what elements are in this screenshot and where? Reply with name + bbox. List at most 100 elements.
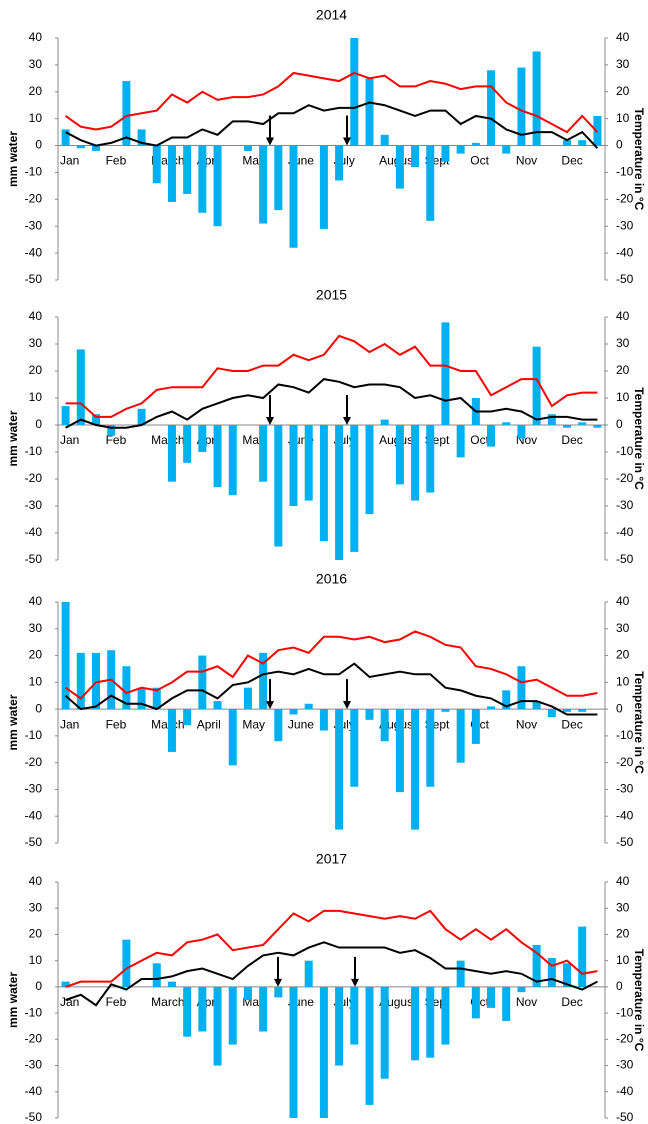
- x-tick-label: Dec: [561, 995, 582, 1009]
- y2-tick-label: 0: [616, 417, 623, 431]
- bar: [471, 709, 480, 744]
- y-tick-label: -10: [25, 728, 43, 742]
- bar: [532, 701, 541, 710]
- bar: [441, 986, 450, 1045]
- bar: [547, 709, 556, 718]
- bar: [243, 145, 252, 151]
- bar: [259, 986, 268, 1032]
- bar: [274, 425, 283, 547]
- y2-tick-label: 10: [616, 953, 630, 967]
- bar: [183, 986, 192, 1037]
- chart-title: 2017: [316, 851, 347, 867]
- bar: [517, 67, 526, 146]
- bar: [532, 346, 541, 425]
- bar: [274, 986, 283, 998]
- bar: [532, 944, 541, 987]
- bar: [152, 145, 161, 184]
- bar: [304, 960, 313, 987]
- y-tick-label: 10: [29, 111, 43, 125]
- y2-tick-label: 20: [616, 927, 630, 941]
- chart-title: 2014: [316, 7, 347, 23]
- y2-tick-label: 0: [616, 701, 623, 715]
- bar: [395, 145, 404, 189]
- bar: [426, 425, 435, 493]
- bar: [198, 986, 207, 1032]
- bar: [563, 140, 572, 146]
- bar: [228, 425, 237, 496]
- y-tick-label: -50: [25, 835, 43, 849]
- y2-tick-label: -30: [616, 1058, 634, 1072]
- bar: [274, 709, 283, 742]
- bar: [107, 425, 116, 436]
- y-tick-label: -20: [25, 471, 43, 485]
- temperature-line: [65, 334, 598, 418]
- temperature-line: [64, 662, 598, 716]
- bar: [122, 666, 131, 710]
- bar: [563, 963, 572, 987]
- x-tick-label: April: [197, 717, 221, 731]
- bar: [395, 425, 404, 485]
- bar: [365, 78, 374, 146]
- y2-tick-label: -50: [616, 1110, 634, 1124]
- x-tick-label: Jan: [60, 433, 79, 447]
- bar: [289, 986, 298, 1118]
- y-tick-label: 20: [29, 648, 43, 662]
- bar: [411, 145, 420, 168]
- y-tick-label: -50: [25, 272, 43, 286]
- x-tick-label: Oct: [470, 433, 489, 447]
- bar: [593, 425, 602, 428]
- x-tick-label: Jan: [60, 995, 79, 1009]
- bar: [198, 655, 207, 710]
- y-tick-label: 10: [29, 953, 43, 967]
- arrow-head: [266, 701, 274, 710]
- y-tick-label: -20: [25, 192, 43, 206]
- y2-tick-label: -10: [616, 165, 634, 179]
- y2-tick-label: 30: [616, 57, 630, 71]
- y-tick-label: 0: [35, 138, 42, 152]
- y2-tick-label: 40: [616, 309, 630, 323]
- bar: [532, 51, 541, 146]
- bar: [547, 958, 556, 987]
- y2-tick-label: 20: [616, 363, 630, 377]
- y2-axis-label: Temperature in °C: [632, 949, 646, 1052]
- bar: [350, 986, 359, 1045]
- y-tick-label: -40: [25, 808, 43, 822]
- bar: [243, 687, 252, 710]
- y-axis-label: mm water: [6, 410, 20, 466]
- y-tick-label: -40: [25, 245, 43, 259]
- bar: [167, 709, 176, 752]
- temperature-line: [65, 378, 598, 429]
- x-tick-label: Nov: [516, 154, 537, 168]
- y-tick-label: 40: [29, 30, 43, 44]
- temperature-line: [65, 630, 598, 700]
- y-tick-label: -40: [25, 1084, 43, 1098]
- bar: [213, 425, 222, 488]
- bar: [365, 709, 374, 720]
- bar: [563, 709, 572, 712]
- y-tick-label: -40: [25, 525, 43, 539]
- y-tick-label: -10: [25, 165, 43, 179]
- bar: [289, 145, 298, 248]
- bar: [426, 709, 435, 787]
- y2-axis-label: Temperature in °C: [632, 387, 646, 490]
- y2-tick-label: -10: [616, 444, 634, 458]
- bar: [198, 425, 207, 452]
- y2-tick-label: -40: [616, 1084, 634, 1098]
- bar: [167, 145, 176, 203]
- bar: [61, 406, 70, 425]
- bar: [411, 986, 420, 1061]
- y2-tick-label: -40: [616, 808, 634, 822]
- y2-tick-label: -50: [616, 272, 634, 286]
- bar: [183, 145, 192, 194]
- y2-tick-label: 40: [616, 874, 630, 888]
- bar: [411, 425, 420, 501]
- bar: [350, 38, 359, 146]
- bar: [517, 986, 526, 993]
- bar: [517, 666, 526, 710]
- y-tick-label: -10: [25, 444, 43, 458]
- y2-tick-label: 0: [616, 138, 623, 152]
- bar: [183, 709, 192, 726]
- bar: [76, 145, 85, 149]
- y2-tick-label: -10: [616, 728, 634, 742]
